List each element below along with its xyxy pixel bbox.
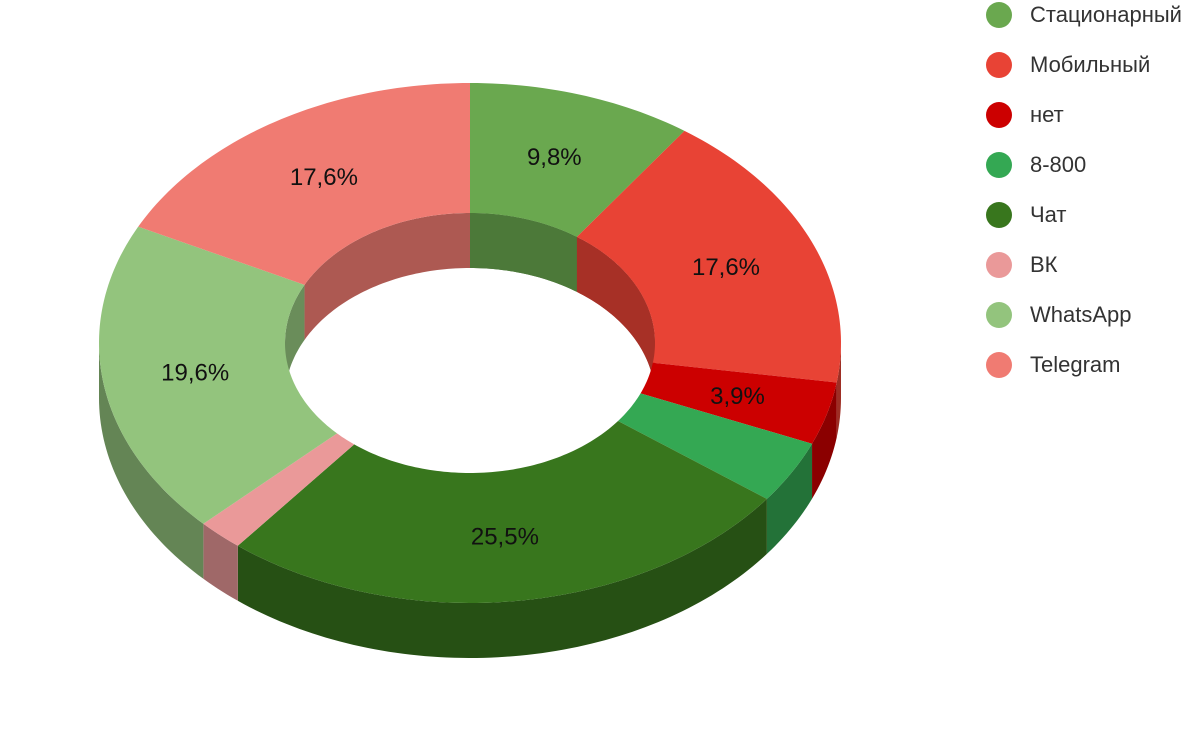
legend-swatch xyxy=(986,352,1012,378)
legend-label: нет xyxy=(1030,102,1064,127)
inner-wall-telegram xyxy=(304,213,470,340)
data-labels: 9,8% 17,6% 3,9% 25,5% 19,6% 17,6% xyxy=(161,144,765,550)
legend-label: WhatsApp xyxy=(1030,302,1132,327)
slice-series-1 xyxy=(470,83,685,237)
legend-label: Стационарный xyxy=(1030,2,1182,27)
data-label-series-3: 3,9% xyxy=(710,383,765,410)
slice-series-3 xyxy=(640,362,837,444)
donut-slices xyxy=(99,83,841,603)
data-label-series-1: 9,8% xyxy=(527,144,582,171)
legend-item[interactable]: 8-800 xyxy=(986,150,1086,180)
legend-label: Чат xyxy=(1030,202,1067,227)
legend-swatch xyxy=(986,302,1012,328)
donut-walls xyxy=(99,213,841,658)
legend-swatch xyxy=(986,52,1012,78)
legend-swatch xyxy=(986,152,1012,178)
outer-wall-series-6 xyxy=(203,523,238,601)
legend-swatch xyxy=(986,252,1012,278)
slice-8-800 xyxy=(618,393,813,499)
data-label-series-5: 25,5% xyxy=(471,524,539,551)
legend-swatch xyxy=(986,202,1012,228)
data-label-telegram: 17,6% xyxy=(290,164,358,191)
outer-wall-series-5 xyxy=(237,498,767,658)
legend-item[interactable]: Чат xyxy=(986,200,1067,230)
legend-swatch xyxy=(986,2,1012,28)
outer-wall-whatsapp xyxy=(99,343,204,579)
legend-label: ВК xyxy=(1030,252,1058,277)
slice-series-6 xyxy=(203,433,355,546)
outer-wall-series-2 xyxy=(836,343,841,438)
legend-item[interactable]: нет xyxy=(986,100,1064,130)
outer-wall-8-800 xyxy=(766,443,813,554)
inner-wall-whatsapp xyxy=(285,284,305,398)
legend-item[interactable]: WhatsApp xyxy=(986,300,1132,330)
slice-whatsapp xyxy=(99,226,338,524)
legend-label: 8-800 xyxy=(1030,152,1087,177)
legend-item[interactable]: ВК xyxy=(986,250,1058,280)
legend-label: Мобильный xyxy=(1030,52,1151,77)
data-label-series-2: 17,6% xyxy=(692,254,760,281)
slice-series-5 xyxy=(237,420,767,603)
slice-series-2 xyxy=(576,130,841,383)
slice-telegram xyxy=(138,83,470,285)
legend-item[interactable]: Мобильный xyxy=(986,50,1150,80)
data-label-whatsapp: 19,6% xyxy=(161,360,229,387)
legend-swatch xyxy=(986,102,1012,128)
inner-wall-series-1 xyxy=(470,213,577,292)
donut-chart: 9,8% 17,6% 3,9% 25,5% 19,6% 17,6% xyxy=(99,83,841,658)
legend-item[interactable]: Стационарный xyxy=(986,0,1182,30)
outer-wall-series-3 xyxy=(812,382,837,499)
legend-item[interactable]: Telegram xyxy=(986,350,1120,380)
inner-wall-series-2 xyxy=(576,236,655,398)
legend-label: Telegram xyxy=(1030,352,1121,377)
